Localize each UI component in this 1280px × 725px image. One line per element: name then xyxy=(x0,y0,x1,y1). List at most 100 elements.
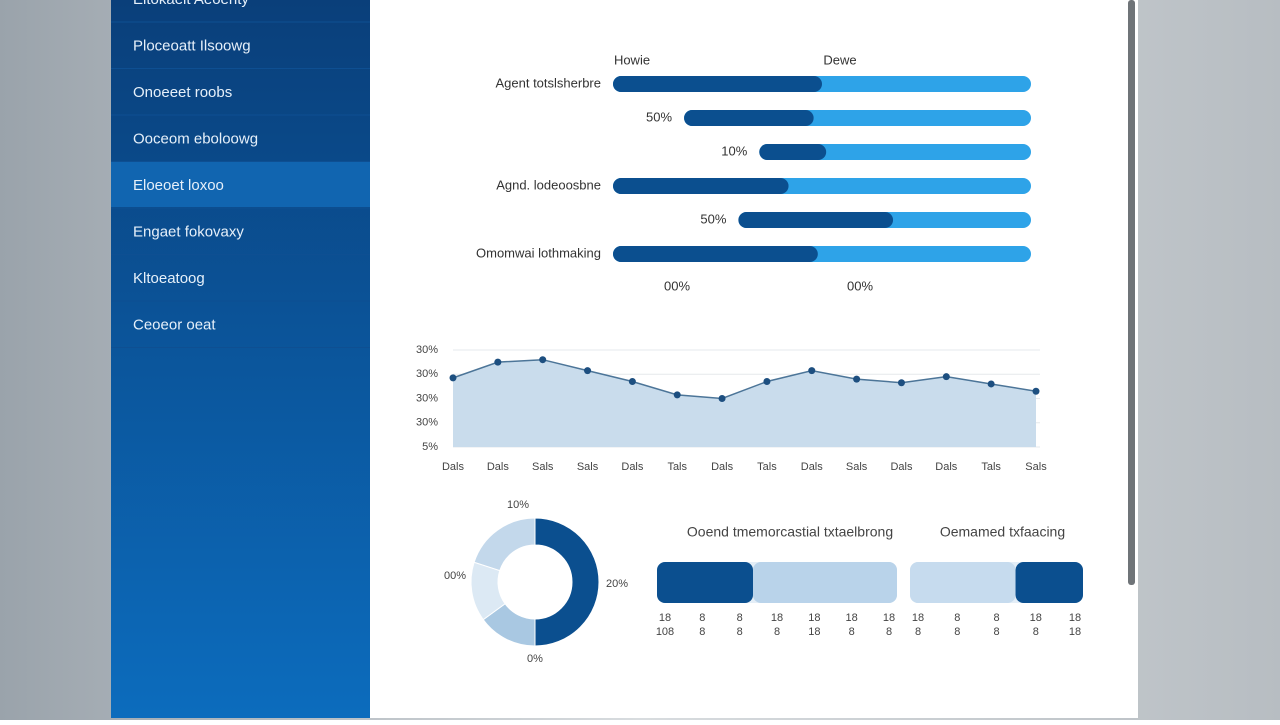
point xyxy=(539,356,547,364)
tick-label: 8 xyxy=(699,612,705,624)
x-tick-label: Sals xyxy=(846,461,868,473)
point xyxy=(763,378,771,386)
header-label: Howie xyxy=(614,52,650,67)
scrollbar[interactable] xyxy=(1128,0,1135,585)
tick-label: 8 xyxy=(886,626,892,638)
tick-label: 18 xyxy=(1030,612,1042,624)
bar xyxy=(684,110,814,126)
bar-track xyxy=(759,144,1031,160)
menu-item[interactable]: Engaet fokovaxy xyxy=(133,223,244,240)
menu-item[interactable]: Kltoeatoog xyxy=(133,270,205,287)
bar-segment xyxy=(1015,562,1083,603)
tick-label: 8 xyxy=(993,612,999,624)
tick-label: 8 xyxy=(1033,626,1039,638)
bar-segment xyxy=(910,562,1016,603)
bar-title: Oemamed txfaacing xyxy=(940,524,1065,540)
y-tick-label: 30% xyxy=(416,344,438,356)
donut-slice xyxy=(473,517,536,572)
bar-label: Omomwai lothmaking xyxy=(476,245,601,260)
tick-label: 18 xyxy=(883,612,895,624)
point xyxy=(718,395,726,402)
tick-label: 108 xyxy=(656,626,674,638)
tick-label: 8 xyxy=(954,612,960,624)
bar xyxy=(613,246,818,262)
header-label: Dewe xyxy=(823,52,856,67)
donut-label: 0% xyxy=(527,653,543,665)
donut-label: 10% xyxy=(507,499,529,511)
x-tick-label: Tals xyxy=(757,461,777,473)
y-tick-label: 30% xyxy=(416,392,438,404)
bar-label: 50% xyxy=(646,109,672,124)
bar-segment xyxy=(753,562,897,603)
donut-label: 00% xyxy=(444,570,466,582)
menu-item[interactable]: Ooceom eboloowg xyxy=(133,130,258,147)
bar-label: 10% xyxy=(721,143,747,158)
x-tick-label: Dals xyxy=(621,461,644,473)
point xyxy=(584,367,592,375)
tick-label: 8 xyxy=(774,626,780,638)
x-tick-label: Dals xyxy=(487,461,510,473)
point xyxy=(494,358,502,366)
bar xyxy=(759,144,827,160)
tick-label: 8 xyxy=(954,626,960,638)
x-tick-label: Dals xyxy=(801,461,824,473)
area xyxy=(453,359,1036,447)
bar-label: Agnd. lodeoosbne xyxy=(496,177,601,192)
x-tick-label: Tals xyxy=(667,461,687,473)
x-tick-label: Tals xyxy=(981,461,1001,473)
donut-label: 20% xyxy=(606,578,628,590)
tick-label: 18 xyxy=(808,626,820,638)
bar-label: Agent totslsherbre xyxy=(495,75,601,90)
donut-slice xyxy=(534,517,600,647)
bar-label: 50% xyxy=(700,211,726,226)
x-tick-label: Sals xyxy=(532,461,554,473)
point xyxy=(449,374,457,382)
sidebar xyxy=(111,0,370,718)
tick-label: 18 xyxy=(808,612,820,624)
tick-label: 8 xyxy=(737,626,743,638)
tick-label: 18 xyxy=(912,612,924,624)
y-tick-label: 30% xyxy=(416,417,438,429)
y-tick-label: 30% xyxy=(416,368,438,380)
tick-label: 18 xyxy=(1069,626,1081,638)
tick-label: 8 xyxy=(849,626,855,638)
line xyxy=(452,358,1037,400)
point xyxy=(673,391,681,399)
point xyxy=(628,378,636,386)
x-tick-label: Dals xyxy=(711,461,734,473)
y-tick-label: 5% xyxy=(422,441,438,453)
tick-label: 8 xyxy=(699,626,705,638)
menu-item[interactable]: Eloeoet loxoo xyxy=(133,177,224,194)
footer-label: 00% xyxy=(847,278,873,293)
menu-item[interactable]: Eltokaeit Aeoenty xyxy=(133,0,249,8)
tick-label: 8 xyxy=(737,612,743,624)
tick-label: 8 xyxy=(993,626,999,638)
x-tick-label: Sals xyxy=(1025,461,1047,473)
bar xyxy=(613,76,822,92)
point xyxy=(808,367,816,375)
tick-label: 8 xyxy=(915,626,921,638)
tick-label: 18 xyxy=(846,612,858,624)
tick-label: 18 xyxy=(659,612,671,624)
active-item[interactable] xyxy=(111,161,370,207)
x-tick-label: Sals xyxy=(577,461,599,473)
tick-label: 18 xyxy=(771,612,783,624)
menu-item[interactable]: Ploceoatt Ilsoowg xyxy=(133,37,251,54)
x-tick-label: Dals xyxy=(890,461,913,473)
point xyxy=(987,380,995,388)
tick-label: 18 xyxy=(1069,612,1081,624)
x-tick-label: Dals xyxy=(442,461,465,473)
point xyxy=(1032,387,1040,395)
footer-label: 00% xyxy=(664,278,690,293)
menu-item[interactable]: Onoeeet roobs xyxy=(133,84,232,101)
bar xyxy=(738,212,894,228)
bar-title: Ooend tmemorcastial txtaelbrong xyxy=(687,524,893,540)
point xyxy=(853,375,861,383)
bar-segment xyxy=(657,562,753,603)
x-tick-label: Dals xyxy=(935,461,958,473)
point xyxy=(942,373,950,381)
menu-item[interactable]: Ceoeor oeat xyxy=(133,316,216,333)
bar xyxy=(613,178,789,194)
point xyxy=(897,379,905,387)
